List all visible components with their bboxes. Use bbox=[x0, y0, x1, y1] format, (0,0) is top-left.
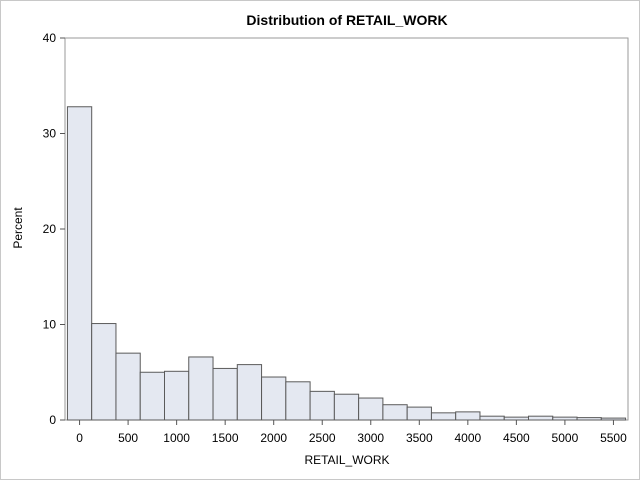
histogram-bar bbox=[333, 393, 360, 421]
histogram-bar bbox=[309, 390, 335, 421]
y-tick-label: 10 bbox=[43, 318, 57, 332]
x-tick-label: 5500 bbox=[600, 431, 627, 445]
histogram-bar bbox=[358, 397, 384, 421]
histogram-bar bbox=[66, 106, 93, 421]
histogram-bar bbox=[212, 367, 238, 421]
histogram-bars bbox=[66, 106, 627, 421]
histogram-bar bbox=[430, 412, 457, 421]
x-tick-label: 500 bbox=[118, 431, 138, 445]
y-tick-label: 40 bbox=[43, 31, 57, 45]
y-axis: 0 10 20 30 40 bbox=[43, 31, 65, 427]
y-tick-label: 20 bbox=[43, 222, 57, 236]
histogram-bar bbox=[600, 417, 627, 421]
x-tick-label: 0 bbox=[76, 431, 83, 445]
histogram-bar bbox=[115, 352, 141, 421]
histogram-bar bbox=[261, 376, 287, 421]
histogram-bar bbox=[552, 416, 578, 421]
histogram-bar bbox=[479, 415, 505, 421]
histogram-bar bbox=[528, 415, 554, 421]
histogram-bar bbox=[91, 323, 117, 421]
chart-title: Distribution of RETAIL_WORK bbox=[246, 12, 447, 28]
histogram-bar bbox=[406, 406, 432, 421]
x-tick-label: 3500 bbox=[406, 431, 433, 445]
x-tick-label: 3000 bbox=[357, 431, 384, 445]
x-tick-label: 1000 bbox=[163, 431, 190, 445]
histogram-bar bbox=[576, 417, 602, 421]
histogram-bar bbox=[139, 371, 165, 421]
y-axis-label: Percent bbox=[11, 207, 25, 249]
x-axis: 0 500 1000 1500 2000 2500 3000 3500 4000 4500 5000… bbox=[76, 420, 627, 445]
histogram-bar bbox=[188, 356, 214, 421]
y-tick-label: 30 bbox=[43, 127, 57, 141]
histogram-bar bbox=[455, 411, 481, 421]
histogram-bar bbox=[285, 381, 311, 421]
x-axis-label: RETAIL_WORK bbox=[304, 453, 389, 467]
x-tick-label: 1500 bbox=[212, 431, 239, 445]
histogram-bar bbox=[503, 416, 530, 421]
x-tick-label: 2500 bbox=[309, 431, 336, 445]
plot-area bbox=[64, 37, 629, 421]
x-tick-label: 2000 bbox=[260, 431, 287, 445]
x-tick-label: 5000 bbox=[552, 431, 579, 445]
y-tick-label: 0 bbox=[49, 413, 56, 427]
histogram-bar bbox=[164, 370, 190, 421]
histogram-bar bbox=[382, 404, 408, 421]
x-tick-label: 4500 bbox=[503, 431, 530, 445]
x-tick-label: 4000 bbox=[454, 431, 481, 445]
histogram-bar bbox=[236, 364, 263, 421]
